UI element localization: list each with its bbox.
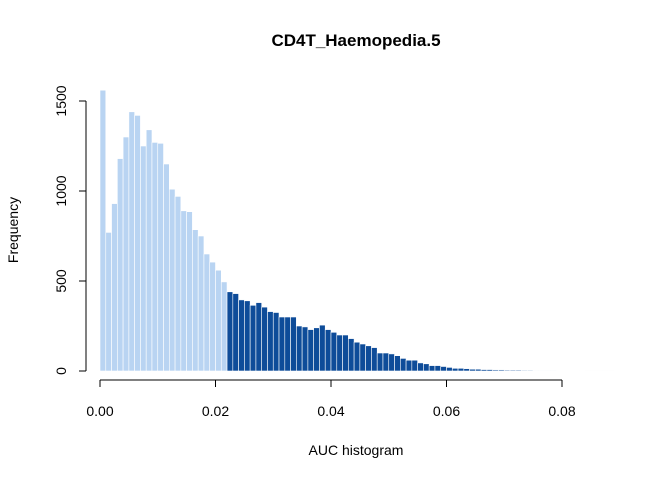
histogram-bar — [492, 369, 499, 372]
histogram-bar — [324, 329, 332, 372]
histogram-bar — [255, 302, 263, 372]
histogram-bar — [220, 281, 228, 372]
histogram-bar — [180, 210, 187, 372]
histogram-bar — [134, 115, 141, 372]
histogram-bar — [428, 365, 436, 372]
histogram-bar — [174, 196, 182, 372]
histogram-bar — [382, 352, 390, 372]
histogram-bar — [301, 326, 309, 372]
histogram-bar — [371, 347, 378, 372]
bars-group — [99, 89, 615, 372]
histogram-bar — [111, 203, 118, 372]
histogram-bar — [215, 269, 222, 372]
histogram-bar — [417, 362, 424, 372]
histogram-bar — [238, 299, 245, 372]
y-tick-label: 500 — [53, 269, 69, 293]
chart-title: CD4T_Haemopedia.5 — [271, 31, 440, 50]
histogram-bar — [359, 343, 366, 372]
histogram-bar — [244, 300, 251, 372]
x-tick-label: 0.00 — [86, 403, 113, 419]
histogram-bar — [451, 367, 459, 372]
histogram-bar — [498, 369, 505, 372]
histogram-bar — [509, 369, 517, 372]
histogram-bar — [463, 368, 470, 372]
histogram-bar — [475, 368, 482, 372]
histogram-bar — [521, 369, 528, 372]
histogram-bar — [99, 89, 107, 372]
x-tick-label: 0.08 — [548, 403, 575, 419]
histogram-bar — [192, 229, 199, 372]
histogram-bar — [388, 353, 395, 372]
histogram-bar — [319, 324, 326, 372]
histogram-bar — [151, 142, 159, 372]
histogram-bar — [515, 369, 522, 372]
y-tick-label: 0 — [53, 367, 69, 375]
histogram-bar — [532, 370, 540, 372]
histogram-bar — [272, 312, 280, 372]
histogram-bar — [394, 355, 401, 372]
y-axis-label: Frequency — [5, 197, 21, 263]
histogram-bar — [486, 369, 493, 372]
histogram-bar — [232, 293, 239, 372]
histogram-bar — [261, 306, 268, 372]
histogram-bar — [307, 329, 314, 372]
histogram-bar — [296, 325, 303, 372]
histogram-bar — [117, 158, 124, 372]
histogram-bar — [457, 367, 465, 372]
y-tick-label: 1500 — [53, 85, 69, 116]
histogram-bar — [313, 327, 320, 372]
histogram-bar — [209, 261, 216, 372]
histogram-bar — [376, 352, 384, 372]
histogram-bar — [284, 316, 291, 372]
histogram-bar — [105, 232, 112, 372]
x-tick-label: 0.06 — [433, 403, 460, 419]
histogram-bar — [365, 345, 372, 372]
histogram-bar — [538, 370, 545, 372]
histogram-bar — [226, 291, 234, 372]
y-axis: 0 500 1000 1500 — [53, 85, 87, 375]
x-axis: 0.00 0.02 0.04 0.06 0.08 — [86, 379, 576, 419]
histogram-bar — [405, 359, 413, 372]
histogram-bar — [440, 366, 447, 372]
histogram-bar — [342, 334, 349, 372]
histogram-bar — [527, 369, 534, 372]
histogram-bar — [163, 163, 170, 372]
histogram-bar — [203, 253, 211, 372]
histogram-bar — [348, 338, 355, 372]
histogram-bar — [140, 145, 147, 372]
histogram-bar — [122, 136, 130, 372]
x-tick-label: 0.04 — [317, 403, 344, 419]
x-axis-label: AUC histogram — [309, 442, 404, 458]
histogram-bar — [186, 211, 193, 372]
histogram-bar — [197, 235, 205, 372]
histogram-bar — [278, 316, 286, 372]
histogram-bar — [157, 143, 164, 372]
histogram-bar — [249, 304, 257, 372]
histogram-bar — [290, 316, 297, 372]
histogram-bar — [544, 370, 551, 372]
histogram-bar — [330, 331, 338, 372]
histogram-bar — [128, 111, 135, 372]
histogram-bar — [480, 369, 488, 372]
histogram-bar — [411, 359, 418, 372]
histogram-bar — [353, 341, 361, 372]
histogram-bar — [145, 129, 153, 372]
histogram-bar — [169, 188, 176, 372]
histogram-bar — [550, 370, 557, 372]
x-tick-label: 0.02 — [202, 403, 229, 419]
histogram-bar — [446, 367, 453, 372]
histogram-bar — [469, 368, 476, 372]
histogram-bar — [267, 311, 274, 372]
histogram-bar — [336, 334, 343, 372]
histogram-bar — [434, 365, 442, 372]
y-tick-label: 1000 — [53, 175, 69, 206]
histogram-bar — [423, 363, 430, 372]
histogram-bar — [399, 358, 407, 372]
histogram-bar — [503, 369, 511, 372]
